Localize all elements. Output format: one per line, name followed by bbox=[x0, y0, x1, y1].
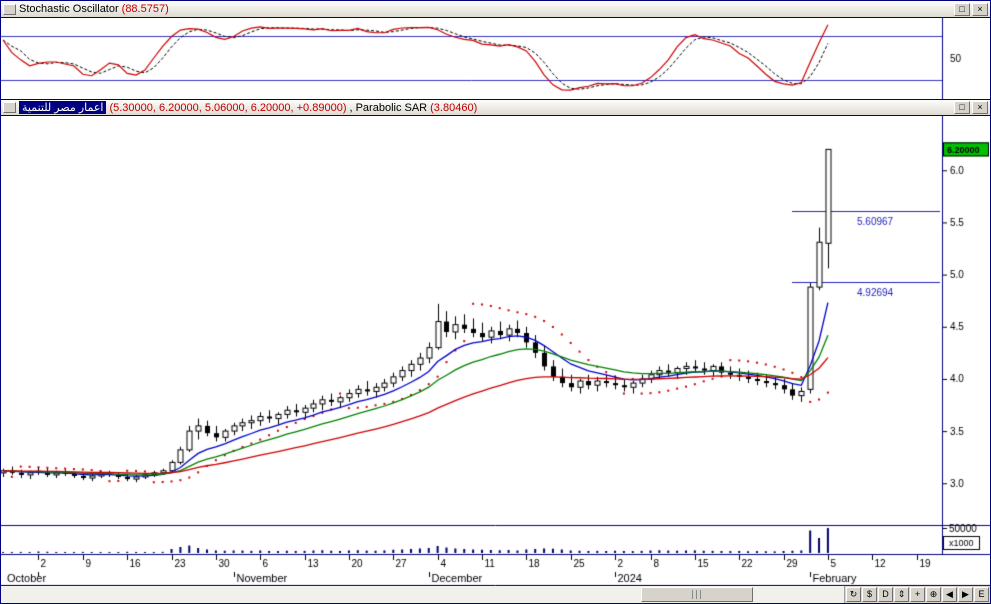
stochastic-panel-system-button[interactable] bbox=[3, 3, 16, 15]
ohlc-values: (5.30000, 6.20000, 5.06000, 6.20000, +0.… bbox=[109, 101, 347, 114]
rescale-button[interactable]: ⇕ bbox=[894, 587, 909, 602]
stochastic-panel-titlebar[interactable]: Stochastic Oscillator (88.5757) □ × bbox=[1, 1, 990, 18]
stochastic-title: Stochastic Oscillator bbox=[19, 3, 119, 15]
price-chart-plot[interactable] bbox=[1, 116, 990, 586]
stochastic-value: (88.5757) bbox=[121, 3, 169, 15]
price-panel-titlebar[interactable]: اعمار مصر للتنمية (5.30000, 6.20000, 5.0… bbox=[1, 99, 990, 116]
periodicity-daily-button[interactable]: D bbox=[878, 587, 893, 602]
price-display-button[interactable]: $ bbox=[862, 587, 877, 602]
close-icon: × bbox=[977, 102, 983, 112]
scroll-right-button[interactable]: ▶ bbox=[958, 587, 973, 602]
scroll-left-button[interactable]: ◀ bbox=[942, 587, 957, 602]
parabolic-sar-value: (3.80460) bbox=[430, 101, 478, 114]
refresh-button[interactable]: ↻ bbox=[846, 587, 861, 602]
parabolic-sar-label: , Parabolic SAR bbox=[349, 101, 428, 114]
chart-toolbar: ↻ $ D ⇕ + ⊕ ◀ ▶ E bbox=[845, 586, 990, 603]
stochastic-plot[interactable] bbox=[1, 18, 990, 99]
price-panel-system-button[interactable] bbox=[3, 102, 16, 113]
security-name: اعمار مصر للتنمية bbox=[19, 101, 107, 114]
scrollbar-grip-icon bbox=[691, 590, 703, 599]
stochastic-restore-button[interactable]: □ bbox=[954, 2, 970, 16]
restore-icon: □ bbox=[959, 3, 965, 14]
stochastic-close-button[interactable]: × bbox=[972, 2, 988, 16]
scrollbar-thumb[interactable] bbox=[641, 587, 753, 602]
restore-icon: □ bbox=[959, 102, 965, 112]
zoom-in-button[interactable]: ⊕ bbox=[926, 587, 941, 602]
crosshair-button[interactable]: + bbox=[910, 587, 925, 602]
bottom-bar: ↻ $ D ⇕ + ⊕ ◀ ▶ E bbox=[1, 586, 990, 603]
explorer-button[interactable]: E bbox=[974, 587, 989, 602]
close-icon: × bbox=[977, 3, 983, 14]
price-close-button[interactable]: × bbox=[972, 101, 988, 114]
price-restore-button[interactable]: □ bbox=[954, 101, 970, 114]
scrollbar-track[interactable] bbox=[1, 586, 845, 603]
